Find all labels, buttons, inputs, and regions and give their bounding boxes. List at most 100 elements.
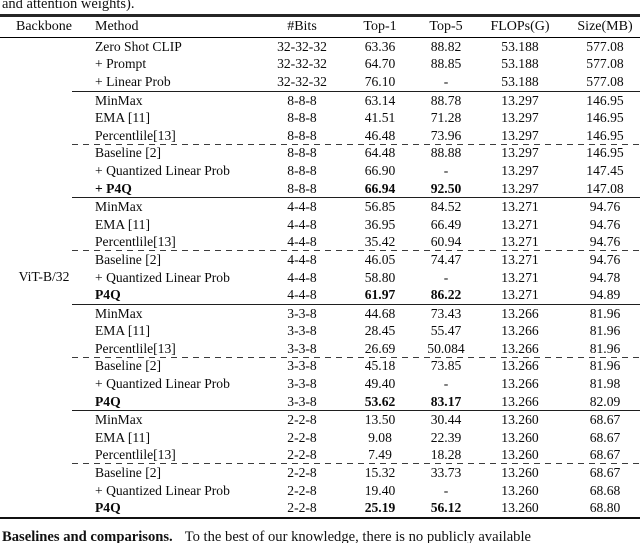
cell-bits: 8-8-8: [287, 92, 317, 108]
cell-top5: 83.17: [430, 393, 462, 409]
cell-top5: 55.47: [430, 323, 462, 339]
results-table: Backbone Method #Bits Top-1 Top-5 FLOPs(…: [0, 14, 640, 520]
table-row: + Linear Prob 32-32-32 76.10 - 53.188 57…: [0, 73, 640, 91]
cell-top5: 33.73: [430, 465, 462, 481]
column-header-bits: #Bits: [287, 19, 317, 34]
table-row: Percentlile[13] 4-4-8 35.42 60.94 13.271…: [0, 234, 640, 252]
cell-size: 146.95: [586, 110, 624, 126]
table-row: + Prompt 32-32-32 64.70 88.85 53.188 577…: [0, 56, 640, 74]
cell-bits: 3-3-8: [287, 323, 317, 339]
cell-method: MinMax: [95, 305, 143, 321]
cell-bits: 8-8-8: [287, 162, 317, 178]
cell-bits: 4-4-8: [287, 199, 317, 215]
cell-flops: 13.260: [501, 412, 539, 428]
table-row: + Quantized Linear Prob 4-4-8 58.80 - 13…: [0, 269, 640, 287]
cell-top1: 13.50: [364, 412, 396, 428]
cell-size: 81.98: [589, 376, 621, 392]
cell-top5: 66.49: [430, 216, 462, 232]
table-row: P4Q 4-4-8 61.97 86.22 13.271 94.89: [0, 286, 640, 304]
cell-top5: 88.88: [430, 145, 462, 161]
table-row: MinMax 4-4-8 56.85 84.52 13.271 94.76: [0, 198, 640, 216]
cell-bits: 2-2-8: [287, 500, 317, 516]
table-row: Baseline [2] 2-2-8 15.32 33.73 13.260 68…: [0, 463, 640, 482]
cell-top1: 45.18: [364, 358, 396, 374]
table-row: MinMax 8-8-8 63.14 88.78 13.297 146.95: [0, 92, 640, 110]
cell-bits: 3-3-8: [287, 340, 317, 356]
cell-top1: 41.51: [364, 110, 396, 126]
table-row: MinMax 3-3-8 44.68 73.43 13.266 81.96: [0, 305, 640, 323]
cell-top1: 7.49: [368, 447, 392, 463]
cell-bits: 4-4-8: [287, 234, 317, 250]
cell-method: MinMax: [95, 92, 143, 108]
cell-method: P4Q: [95, 500, 121, 516]
cell-method: Percentlile[13]: [95, 447, 176, 463]
cell-top1: 66.90: [364, 162, 396, 178]
cell-flops: 13.260: [501, 500, 539, 516]
column-header-top5: Top-5: [429, 19, 463, 34]
cell-top1: 61.97: [364, 287, 396, 303]
section-rule: [72, 303, 640, 305]
cell-method: EMA [11]: [95, 323, 150, 339]
cell-size: 68.67: [589, 412, 621, 428]
cell-flops: 13.297: [501, 92, 539, 108]
cell-top5: 22.39: [430, 429, 462, 445]
cell-top1: 9.08: [368, 429, 392, 445]
cell-top1: 46.48: [364, 127, 396, 143]
table-caption-fragment: and attention weights).: [2, 0, 135, 12]
cell-top1: 49.40: [364, 376, 396, 392]
cell-flops: 13.271: [501, 216, 539, 232]
cell-flops: 13.260: [501, 482, 539, 498]
cell-top5: 86.22: [430, 287, 462, 303]
cell-top5: 73.43: [430, 305, 462, 321]
cell-top5: 88.78: [430, 92, 462, 108]
cell-top1: 46.05: [364, 251, 396, 267]
cell-flops: 13.297: [501, 145, 539, 161]
paragraph-lead: Baselines and comparisons.: [2, 529, 173, 543]
cell-flops: 13.266: [501, 358, 539, 374]
cell-size: 577.08: [586, 56, 624, 72]
cell-flops: 13.271: [501, 287, 539, 303]
cell-bits: 4-4-8: [287, 269, 317, 285]
cell-top5: -: [443, 73, 449, 89]
cell-bits: 3-3-8: [287, 358, 317, 374]
table-row: EMA [11] 8-8-8 41.51 71.28 13.297 146.95: [0, 109, 640, 127]
cell-method: Percentlile[13]: [95, 340, 176, 356]
cell-size: 68.67: [589, 429, 621, 445]
table-bottom-rule: [0, 517, 640, 520]
cell-bits: 8-8-8: [287, 110, 317, 126]
cell-bits: 3-3-8: [287, 305, 317, 321]
cell-top1: 66.94: [364, 180, 396, 196]
cell-flops: 53.188: [501, 73, 539, 89]
cell-size: 82.09: [589, 393, 621, 409]
cell-bits: 2-2-8: [287, 412, 317, 428]
cell-size: 94.76: [589, 199, 621, 215]
table-row: + Quantized Linear Prob 3-3-8 49.40 - 13…: [0, 375, 640, 393]
cell-method: Percentlile[13]: [95, 234, 176, 250]
cell-size: 81.96: [589, 323, 621, 339]
cell-top1: 63.36: [364, 38, 396, 54]
cell-flops: 53.188: [501, 38, 539, 54]
cell-top1: 63.14: [364, 92, 396, 108]
section-rule: [72, 410, 640, 412]
cell-top1: 19.40: [364, 482, 396, 498]
cell-bits: 2-2-8: [287, 465, 317, 481]
cell-bits: 2-2-8: [287, 482, 317, 498]
cell-bits: 3-3-8: [287, 376, 317, 392]
cell-flops: 13.297: [501, 180, 539, 196]
table-row: + Quantized Linear Prob 2-2-8 19.40 - 13…: [0, 482, 640, 500]
cell-top5: 74.47: [430, 251, 462, 267]
cell-top1: 53.62: [364, 393, 396, 409]
cell-method: Baseline [2]: [95, 251, 162, 267]
cell-method: + P4Q: [95, 180, 132, 196]
cell-size: 577.08: [586, 38, 624, 54]
table-row: EMA [11] 4-4-8 36.95 66.49 13.271 94.76: [0, 216, 640, 234]
cell-top1: 26.69: [364, 340, 396, 356]
cell-top1: 64.48: [364, 145, 396, 161]
cell-flops: 13.297: [501, 127, 539, 143]
cell-flops: 13.266: [501, 305, 539, 321]
column-header-size: Size(MB): [577, 19, 633, 34]
table-row: Zero Shot CLIP 32-32-32 63.36 88.82 53.1…: [0, 38, 640, 56]
cell-top1: 58.80: [364, 269, 396, 285]
cell-bits: 4-4-8: [287, 287, 317, 303]
cell-bits: 8-8-8: [287, 180, 317, 196]
